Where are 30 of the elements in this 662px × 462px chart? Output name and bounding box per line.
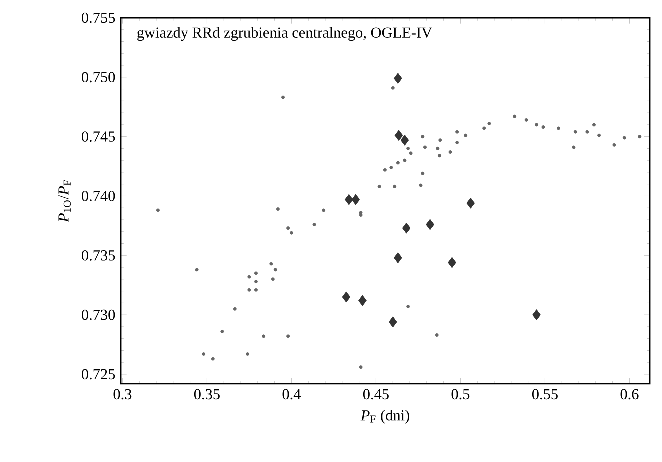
x-tick-label: 0.5 [452,389,470,400]
point [426,219,434,230]
point [344,194,354,206]
point [402,222,411,234]
point [394,73,402,84]
point [532,310,541,321]
point [466,198,476,209]
x-axis-title: P$_{F}$ (dni) [360,410,410,424]
y-tick-label: 0.730 [82,310,116,320]
y-tick-label: 0.750 [82,72,116,83]
point [394,130,404,142]
point [394,252,402,264]
y-tick-label: 0.735 [82,250,116,261]
y-tick-label: 0.740 [82,191,116,202]
point [342,292,351,303]
y-tick-label: 0.745 [82,132,116,142]
x-tick-label: 0.45 [363,389,389,400]
y-tick-label: 0.755 [82,12,116,24]
point [448,257,456,268]
point [352,194,360,206]
x-tick-label: 0.55 [532,389,558,400]
y-tick-label: 0.725 [82,369,116,380]
x-tick-label: 0.3 [114,389,132,400]
x-tick-label: 0.4 [282,389,301,400]
point [358,295,367,306]
x-tick-label: 0.6 [620,389,639,400]
x-tick-label: 0.35 [194,389,220,400]
point [400,134,410,146]
text: gwiazdy RRd zgrubienia centralnego, OGLE-IV [138,27,432,42]
point [388,316,398,328]
